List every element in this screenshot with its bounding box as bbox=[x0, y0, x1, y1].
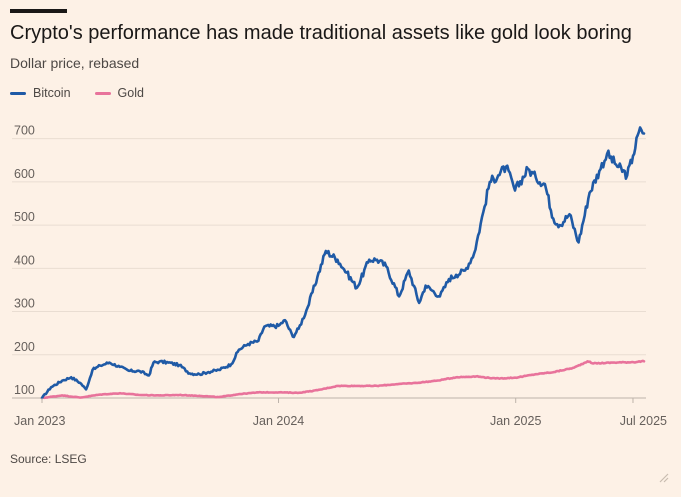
y-axis-ticks: 100 200 300 400 500 600 700 bbox=[14, 124, 35, 397]
x-tick-label: Jan 2024 bbox=[253, 414, 304, 428]
series-line-gold bbox=[40, 359, 646, 400]
y-tick-label: 100 bbox=[14, 383, 35, 397]
y-tick-label: 400 bbox=[14, 253, 35, 267]
y-tick-label: 700 bbox=[14, 124, 35, 138]
legend-item-gold: Gold bbox=[94, 86, 144, 100]
legend-swatch-bitcoin bbox=[10, 91, 26, 95]
gridlines bbox=[12, 138, 646, 399]
series-line-bitcoin bbox=[40, 126, 646, 400]
y-tick-label: 200 bbox=[14, 340, 35, 354]
x-tick-label: Jul 2025 bbox=[620, 414, 667, 428]
chart-title: Crypto's performance has made traditiona… bbox=[10, 22, 632, 44]
x-axis-ticks: Jan 2023 Jan 2024 Jan 2025 Jul 2025 bbox=[14, 398, 667, 428]
legend-label-bitcoin: Bitcoin bbox=[33, 86, 71, 100]
resize-handle-icon[interactable] bbox=[659, 473, 669, 483]
legend-swatch-gold bbox=[94, 91, 111, 95]
source-note: Source: LSEG bbox=[10, 452, 87, 466]
chart-subtitle: Dollar price, rebased bbox=[10, 55, 140, 71]
x-tick-label: Jan 2025 bbox=[490, 414, 541, 428]
legend-label-gold: Gold bbox=[117, 86, 144, 100]
y-tick-label: 500 bbox=[14, 210, 35, 224]
y-tick-label: 600 bbox=[14, 167, 35, 181]
x-tick-label: Jan 2023 bbox=[14, 414, 65, 428]
legend-item-bitcoin: Bitcoin bbox=[10, 86, 71, 100]
series-lines bbox=[40, 126, 646, 400]
header-accent-bar bbox=[10, 9, 67, 13]
y-tick-label: 300 bbox=[14, 297, 35, 311]
chart-legend: Bitcoin Gold bbox=[10, 84, 168, 102]
